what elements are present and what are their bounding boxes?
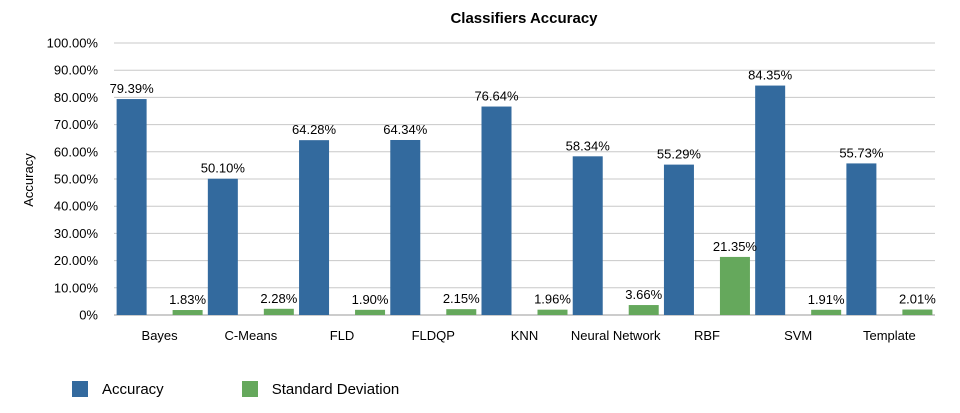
bars	[116, 85, 933, 316]
y-tick-label: 60.00%	[54, 144, 99, 159]
data-label-standard-deviation: 1.90%	[352, 292, 389, 307]
category-label: FLDQP	[412, 328, 455, 343]
bar-standard-deviation	[902, 309, 933, 315]
data-label-accuracy: 64.28%	[292, 122, 337, 137]
legend: Accuracy Standard Deviation	[72, 378, 477, 400]
data-label-standard-deviation: 2.15%	[443, 291, 480, 306]
bar-accuracy	[481, 106, 512, 315]
category-label: Bayes	[142, 328, 179, 343]
legend-label-accuracy: Accuracy	[102, 380, 164, 398]
bar-standard-deviation	[355, 309, 386, 315]
y-tick-label: 10.00%	[54, 280, 99, 295]
data-label-standard-deviation: 1.96%	[534, 292, 571, 307]
category-label: KNN	[511, 328, 538, 343]
category-label: Neural Network	[571, 328, 661, 343]
y-tick-label: 20.00%	[54, 253, 99, 268]
bar-accuracy	[572, 156, 603, 315]
y-axis-label: Accuracy	[21, 153, 36, 207]
bar-standard-deviation	[811, 309, 842, 315]
legend-label-standard-deviation: Standard Deviation	[271, 380, 400, 398]
y-axis-ticks: 0% 10.00% 20.00% 30.00% 40.00% 50.00% 60.00% 70…	[47, 36, 99, 323]
bar-standard-deviation	[628, 305, 659, 315]
data-label-standard-deviation: 2.01%	[899, 292, 936, 307]
data-label-accuracy: 76.64%	[474, 89, 519, 104]
data-label-accuracy: 50.10%	[201, 161, 246, 176]
bar-accuracy	[116, 99, 147, 315]
legend-item-accuracy: Accuracy	[72, 381, 164, 398]
data-label-accuracy: 55.29%	[657, 147, 702, 162]
gridlines	[114, 42, 935, 316]
category-label: C-Means	[224, 328, 277, 343]
bar-standard-deviation	[537, 309, 568, 315]
category-label: Template	[863, 328, 916, 343]
bar-accuracy	[390, 139, 421, 315]
bar-accuracy	[299, 140, 330, 315]
y-tick-label: 50.00%	[54, 172, 99, 187]
data-label-accuracy: 55.73%	[839, 145, 884, 160]
data-label-standard-deviation: 3.66%	[625, 287, 662, 302]
data-labels: 79.39% 1.83% 50.10% 2.28% 64.28% 1.90% 64.34% 2…	[110, 68, 937, 307]
legend-swatch-accuracy	[72, 381, 88, 397]
bar-standard-deviation	[172, 310, 203, 315]
category-label: SVM	[784, 328, 812, 343]
bar-accuracy	[663, 164, 694, 315]
bar-standard-deviation	[263, 308, 294, 315]
category-label: FLD	[330, 328, 355, 343]
data-label-standard-deviation: 1.91%	[808, 292, 845, 307]
bar-accuracy	[207, 178, 238, 315]
bar-accuracy	[846, 163, 877, 315]
data-label-standard-deviation: 21.35%	[713, 239, 758, 254]
data-label-accuracy: 79.39%	[110, 81, 155, 96]
data-label-standard-deviation: 2.28%	[260, 291, 297, 306]
data-label-accuracy: 84.35%	[748, 68, 793, 83]
data-label-accuracy: 64.34%	[383, 122, 428, 137]
y-tick-label: 90.00%	[54, 63, 99, 78]
x-axis-categories: Bayes C-Means FLD FLDQP KNN Neural Network RBF…	[142, 328, 916, 343]
y-tick-label: 30.00%	[54, 226, 99, 241]
bar-accuracy	[755, 85, 786, 316]
bar-standard-deviation	[446, 309, 477, 315]
y-tick-label: 80.00%	[54, 90, 99, 105]
category-label: RBF	[694, 328, 720, 343]
data-label-accuracy: 58.34%	[566, 138, 611, 153]
legend-item-standard-deviation: Standard Deviation	[241, 380, 400, 398]
chart-title: Classifiers Accuracy	[450, 10, 598, 27]
data-label-standard-deviation: 1.83%	[169, 292, 206, 307]
y-tick-label: 70.00%	[54, 117, 99, 132]
y-tick-label: 40.00%	[54, 199, 99, 214]
legend-swatch-standard-deviation	[241, 381, 258, 397]
y-tick-label: 0%	[79, 308, 98, 323]
y-tick-label: 100.00%	[47, 36, 99, 51]
bar-standard-deviation	[719, 256, 750, 315]
